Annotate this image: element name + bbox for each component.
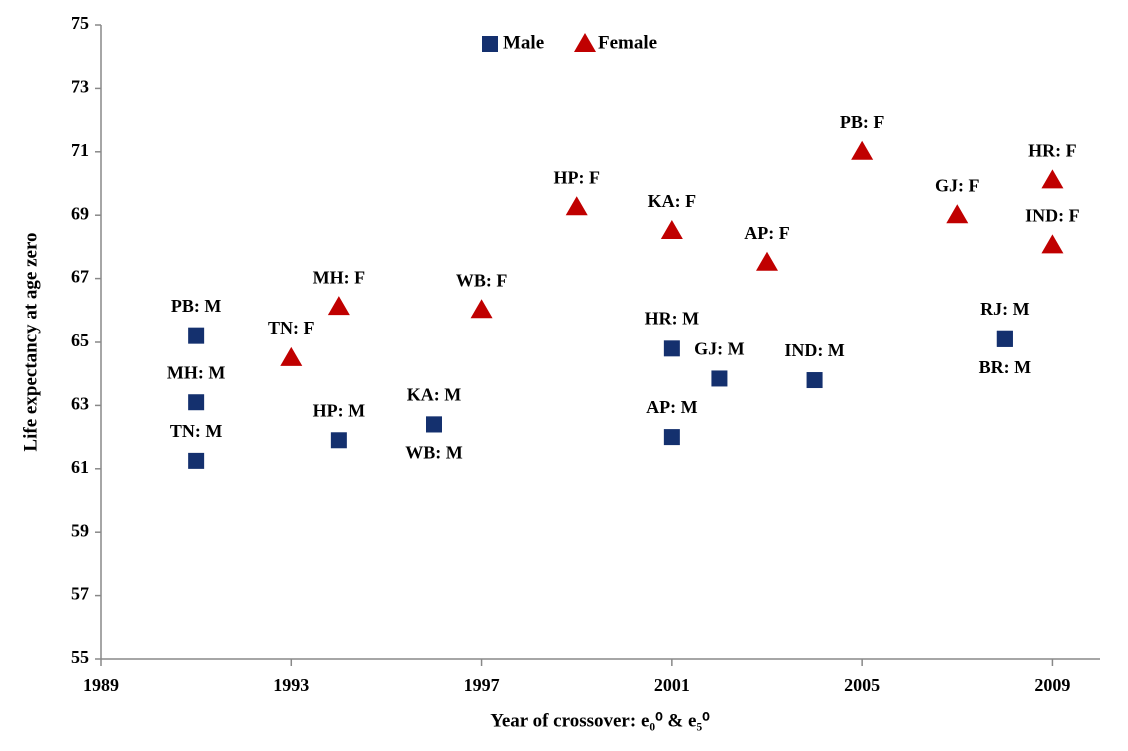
point <box>711 370 728 387</box>
point <box>806 372 823 389</box>
point <box>946 204 969 224</box>
point-label: TN: F <box>268 318 315 338</box>
y-tick-label: 65 <box>71 330 89 350</box>
x-tick-label: 1997 <box>464 675 500 695</box>
y-tick-label: 61 <box>71 457 89 477</box>
point-label: MH: F <box>313 267 365 287</box>
point-label: TN: M <box>170 421 223 441</box>
point <box>996 330 1013 347</box>
point-label: AP: F <box>744 223 789 243</box>
legend-marker <box>482 36 498 52</box>
point-label: GJ: M <box>694 339 744 359</box>
point-label: HP: M <box>313 400 365 420</box>
point-label: WB: F <box>456 270 508 290</box>
point-label: MH: M <box>167 362 225 382</box>
y-tick-label: 73 <box>71 77 89 97</box>
point <box>426 416 442 433</box>
point-label: BR: M <box>979 357 1032 377</box>
point <box>280 346 303 366</box>
point <box>188 327 205 344</box>
x-axis-label: Year of crossover: e₀⁰ & e₅⁰ <box>490 710 710 731</box>
y-tick-label: 71 <box>71 140 89 160</box>
x-tick-label: 1989 <box>83 675 119 695</box>
y-tick-label: 63 <box>71 394 89 414</box>
y-tick-label: 67 <box>71 267 89 287</box>
x-tick-label: 2005 <box>844 675 880 695</box>
point <box>327 296 350 316</box>
y-tick-label: 57 <box>71 584 89 604</box>
legend-label: Female <box>598 32 657 53</box>
y-tick-label: 59 <box>71 520 89 540</box>
x-tick-label: 2001 <box>654 675 690 695</box>
y-tick-label: 75 <box>71 13 89 33</box>
point-label: RJ: M <box>980 299 1029 319</box>
point <box>663 340 680 357</box>
x-tick-label: 2009 <box>1034 675 1070 695</box>
point <box>1041 169 1064 189</box>
point-label: HR: F <box>1028 140 1077 160</box>
point-label: WB: M <box>405 443 463 463</box>
point <box>1041 234 1064 254</box>
point-label: IND: M <box>784 340 845 360</box>
point <box>851 140 874 160</box>
legend-label: Male <box>503 32 544 53</box>
point <box>660 220 683 240</box>
point-label: KA: F <box>648 191 697 211</box>
point-label: PB: M <box>171 296 221 316</box>
y-tick-label: 55 <box>71 647 89 667</box>
x-tick-label: 1993 <box>273 675 309 695</box>
point-label: PB: F <box>840 112 885 132</box>
point <box>188 452 205 469</box>
point <box>470 299 493 319</box>
point-label: HR: M <box>645 308 699 328</box>
point <box>756 251 778 271</box>
point <box>663 429 680 446</box>
point <box>330 432 347 449</box>
y-tick-label: 69 <box>71 203 89 223</box>
y-axis-label: Life expectancy at age zero <box>20 232 41 451</box>
point-label: HP: F <box>553 167 600 187</box>
point-label: KA: M <box>407 385 461 405</box>
point-label: AP: M <box>646 397 697 417</box>
point-label: IND: F <box>1025 205 1080 225</box>
legend-marker <box>574 33 596 52</box>
point <box>565 196 588 216</box>
point <box>188 394 205 411</box>
point-label: GJ: F <box>935 175 980 195</box>
